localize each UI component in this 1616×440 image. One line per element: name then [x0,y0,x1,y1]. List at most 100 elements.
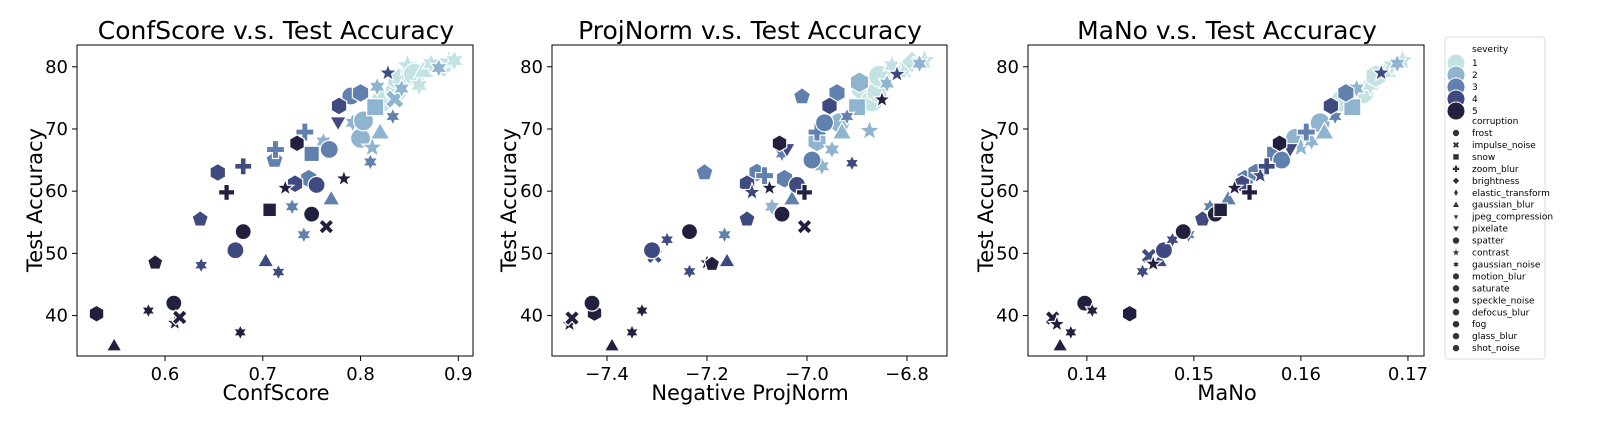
data-point [289,134,305,153]
data-point [295,122,315,142]
data-point [366,98,385,117]
data-point [367,75,387,98]
data-point [1063,323,1079,342]
legend-corruption-label: defocus_blur [1472,308,1530,318]
data-point [821,96,838,116]
legend-corruption-marker [1453,273,1459,280]
data-point [1143,253,1164,273]
legend-corruption-marker [1452,332,1460,340]
data-point [1154,241,1174,260]
data-point [369,121,391,140]
legend-severity-label: 1 [1472,59,1478,69]
legend: severity 1 2 3 4 5 corruption frost impulse_n… [1444,36,1553,360]
legend-corruption-marker [1452,165,1460,173]
x-tick-label: 0.6 [151,364,180,385]
legend-corruption-label: pixelate [1472,225,1508,235]
data-point [1046,313,1067,333]
y-tick-label: 60 [45,181,68,202]
data-point [1121,304,1138,323]
data-point [843,153,861,173]
x-tick-label: 0.17 [1388,364,1428,385]
data-point [1218,188,1238,206]
data-point [695,162,714,181]
data-point [795,183,814,202]
data-point [209,162,227,183]
legend-corruption-marker [1452,344,1460,352]
y-tick-label: 70 [45,119,68,140]
data-point [658,230,676,250]
legend-corruption-marker [1452,226,1460,232]
data-point [234,223,252,241]
data-point [847,98,867,117]
data-point [1257,157,1276,176]
axes-background [77,45,473,356]
data-point [1387,52,1407,75]
legend-corruption-label: impulse_noise [1472,141,1536,151]
x-tick-label: 0.14 [1067,364,1107,385]
data-point [232,323,249,342]
data-point [262,202,278,218]
data-point [429,57,449,79]
data-point [226,241,245,260]
data-point [307,175,326,195]
legend-corruption-label: gaussian_noise [1472,260,1541,270]
data-point [634,301,650,320]
data-point [796,218,813,235]
data-point [802,150,822,170]
data-point [792,86,812,105]
chart-panel-projnorm: ProjNorm v.s. Test Accuracy −7.4 −7.2 −7.0… [497,16,948,405]
legend-corruption-marker [1452,177,1460,184]
legend-corruption-label: motion_blur [1472,272,1526,282]
legend-corruption-marker [1452,237,1460,244]
data-point [759,177,780,197]
data-point [1313,121,1336,140]
x-tick-label: −6.8 [885,364,929,385]
data-point [303,145,320,163]
legend-corruption-label: shot_noise [1472,344,1520,354]
legend-corruption-label: contrast [1472,249,1510,259]
data-point [408,73,430,98]
data-point [191,209,209,227]
legend-frame [1444,36,1546,360]
data-point [886,63,908,84]
data-point [270,262,287,282]
data-point [738,209,756,227]
data-point [351,82,370,104]
data-point [105,336,123,352]
data-point [642,241,662,260]
y-axis-label: Test Accuracy [497,128,521,273]
y-tick-label: 80 [996,57,1019,78]
legend-severity-label: 3 [1472,83,1478,93]
data-point [361,152,379,172]
data-point [762,195,782,218]
x-axis-label: Negative ProjNorm [651,381,848,405]
chart-title: ConfScore v.s. Test Accuracy [98,16,455,45]
data-point [140,301,157,320]
legend-corruption-label: zoom_blur [1472,165,1519,175]
legend-corruption-label: snow [1472,153,1495,163]
data-point [1347,77,1366,100]
data-point [583,294,601,312]
legend-corruption-marker [1452,285,1460,292]
legend-corruption-label: fog [1472,320,1486,330]
data-point [773,205,791,223]
data-point [1337,82,1355,104]
y-tick-label: 50 [520,243,543,264]
data-point [256,251,275,268]
legend-corruption-marker [1452,129,1460,137]
legend-corruption-label: brightness [1472,177,1520,187]
data-point [146,253,164,270]
y-tick-label: 70 [996,119,1019,140]
y-tick-label: 40 [520,306,543,327]
y-tick-label: 80 [45,57,68,78]
data-point [1051,336,1069,352]
data-point [563,309,581,327]
legend-severity-label: 2 [1472,71,1478,81]
legend-corruption-marker [1452,309,1460,316]
legend-corruption-marker [1454,189,1458,196]
axes-frame [551,44,948,357]
legend-corruption-label: speckle_noise [1472,296,1535,306]
data-point [831,121,853,140]
